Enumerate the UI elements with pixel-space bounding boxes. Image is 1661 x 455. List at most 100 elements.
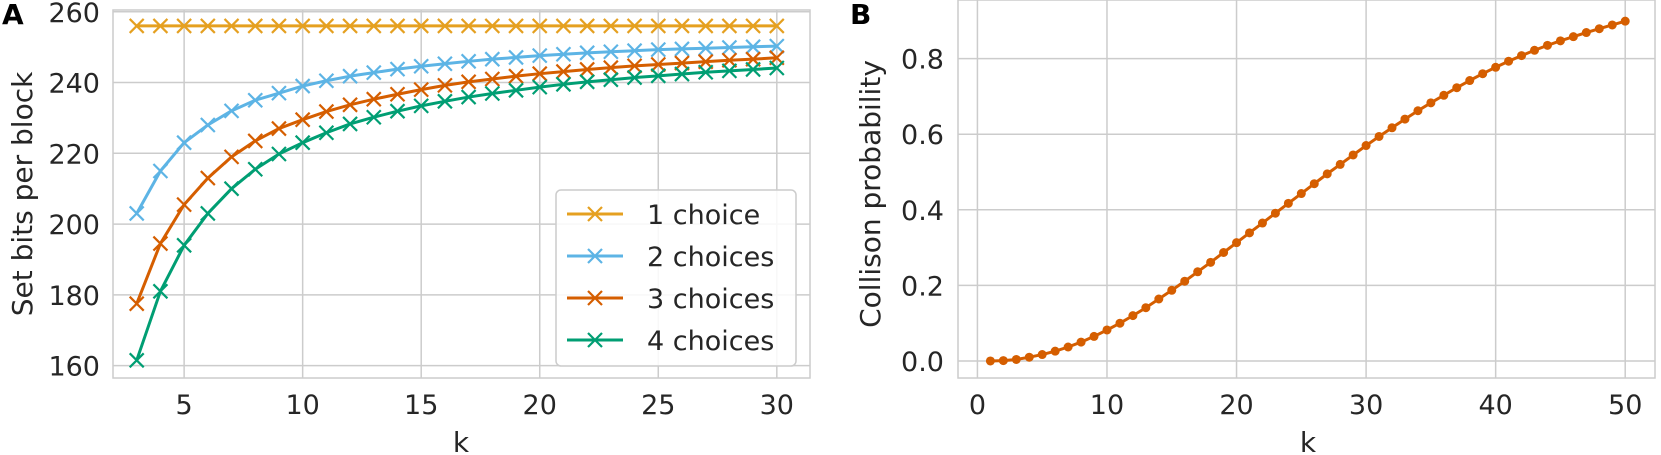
data-point-collision-probability bbox=[985, 356, 995, 366]
data-point-collision-probability bbox=[1491, 62, 1501, 72]
data-point-collision-probability bbox=[1361, 141, 1371, 151]
panel-a-letter: A bbox=[2, 0, 24, 31]
panel-b-y-tick-label: 0.6 bbox=[901, 120, 944, 151]
panel-b-y-tick-label: 0.4 bbox=[901, 196, 944, 227]
data-point-4-choices bbox=[200, 205, 216, 222]
data-point-collision-probability bbox=[1167, 285, 1177, 295]
data-point-collision-probability bbox=[1024, 352, 1034, 362]
data-point-2-choices bbox=[650, 41, 667, 58]
legend-entry-2-choices: 2 choices bbox=[567, 242, 774, 273]
legend-label-2-choices: 2 choices bbox=[647, 242, 774, 273]
data-point-2-choices bbox=[603, 43, 619, 60]
data-point-4-choices bbox=[674, 66, 690, 82]
data-point-3-choices bbox=[176, 196, 192, 213]
data-point-1-choice bbox=[128, 18, 145, 34]
data-point-2-choices bbox=[769, 38, 785, 54]
data-point-collision-probability bbox=[1102, 325, 1112, 335]
panel-a-y-tick-label: 180 bbox=[48, 281, 100, 312]
data-point-3-choices bbox=[508, 68, 524, 84]
panel-b-chart: 0 10 20 30 40 50 0.0 0.2 0.4 0.6 0.8 B k Collison … bbox=[850, 0, 1656, 455]
data-point-collision-probability bbox=[1400, 114, 1410, 124]
panel-a-y-axis-label: Set bits per block bbox=[6, 71, 39, 316]
data-point-2-choices bbox=[247, 92, 264, 109]
series-line-2-choices bbox=[135, 44, 777, 215]
panel-b-x-tick-label: 40 bbox=[1478, 390, 1512, 421]
data-point-2-choices bbox=[626, 42, 643, 59]
data-point-4-choices bbox=[271, 146, 287, 162]
data-point-collision-probability bbox=[1115, 318, 1125, 328]
data-point-2-choices bbox=[437, 56, 453, 72]
data-point-2-choices bbox=[223, 103, 240, 119]
panel-b-x-tick-label: 50 bbox=[1608, 390, 1642, 421]
data-point-collision-probability bbox=[1387, 123, 1397, 133]
data-point-collision-probability bbox=[1620, 16, 1630, 26]
data-point-1-choice bbox=[389, 18, 406, 34]
data-point-collision-probability bbox=[1206, 257, 1216, 267]
data-point-4-choices bbox=[152, 283, 169, 300]
data-point-2-choices bbox=[294, 78, 311, 94]
data-point-collision-probability bbox=[1594, 24, 1604, 34]
legend-box bbox=[555, 189, 797, 367]
data-point-4-choices bbox=[626, 69, 643, 86]
data-point-1-choice bbox=[176, 18, 192, 34]
data-point-2-choices bbox=[128, 205, 145, 222]
panel-a-x-tick-label: 5 bbox=[176, 390, 193, 421]
data-point-4-choices bbox=[745, 61, 761, 78]
series-2-choices bbox=[128, 38, 785, 222]
data-point-3-choices bbox=[342, 97, 358, 113]
data-point-2-choices bbox=[484, 51, 501, 67]
data-point-2-choices bbox=[342, 68, 358, 84]
data-point-2-choices bbox=[508, 49, 524, 66]
data-point-4-choices bbox=[437, 93, 453, 110]
data-point-2-choices bbox=[413, 58, 429, 75]
data-point-collision-probability bbox=[1180, 276, 1190, 286]
data-point-collision-probability bbox=[1542, 40, 1552, 50]
data-point-2-choices bbox=[318, 72, 335, 89]
data-point-3-choices bbox=[200, 170, 216, 186]
data-point-2-choices bbox=[460, 53, 477, 70]
data-point-3-choices bbox=[460, 74, 477, 90]
legend-label-4-choices: 4 choices bbox=[647, 326, 774, 357]
panel-a-y-tick-label: 220 bbox=[48, 139, 100, 170]
data-point-3-choices bbox=[271, 120, 287, 137]
panel-a-x-tick-label: 10 bbox=[285, 390, 319, 421]
data-point-collision-probability bbox=[1504, 56, 1514, 66]
data-point-4-choices bbox=[555, 76, 572, 93]
data-point-collision-probability bbox=[1309, 179, 1319, 189]
panel-b-tick-labels: 0 10 20 30 40 50 0.0 0.2 0.4 0.6 0.8 bbox=[901, 45, 1642, 421]
legend-marker-4-choices bbox=[587, 332, 603, 348]
data-point-collision-probability bbox=[1478, 69, 1488, 79]
panel-a-x-tick-label: 20 bbox=[523, 390, 557, 421]
panel-b-y-axis-label: Collison probability bbox=[854, 60, 887, 328]
data-point-1-choice bbox=[555, 18, 572, 34]
data-point-3-choices bbox=[484, 71, 501, 87]
data-point-3-choices bbox=[603, 59, 619, 76]
panel-a-x-tick-label: 15 bbox=[404, 390, 438, 421]
data-point-collision-probability bbox=[1517, 51, 1527, 61]
legend-label-3-choices: 3 choices bbox=[647, 284, 774, 315]
data-point-2-choices bbox=[531, 47, 548, 64]
data-point-1-choice bbox=[697, 18, 714, 34]
series-line-3-choices bbox=[135, 56, 777, 305]
data-point-1-choice bbox=[650, 18, 667, 34]
data-point-collision-probability bbox=[1413, 106, 1423, 116]
data-point-3-choices bbox=[531, 65, 548, 82]
data-point-collision-probability bbox=[1141, 303, 1151, 313]
legend-entry-1-choice: 1 choice bbox=[567, 200, 760, 231]
data-point-collision-probability bbox=[1581, 28, 1591, 38]
data-point-1-choice bbox=[247, 18, 264, 34]
data-point-1-choice bbox=[721, 18, 738, 34]
data-point-4-choices bbox=[128, 352, 145, 369]
data-point-collision-probability bbox=[1089, 331, 1099, 341]
data-point-collision-probability bbox=[1452, 83, 1462, 93]
series-collision-probability bbox=[985, 16, 1630, 366]
data-point-4-choices bbox=[697, 64, 714, 81]
data-point-collision-probability bbox=[1426, 98, 1436, 108]
panel-b-x-tick-label: 30 bbox=[1349, 390, 1383, 421]
data-point-collision-probability bbox=[1193, 267, 1203, 277]
data-point-1-choice bbox=[413, 18, 429, 34]
data-point-4-choices bbox=[318, 125, 335, 141]
data-point-4-choices bbox=[484, 85, 501, 102]
